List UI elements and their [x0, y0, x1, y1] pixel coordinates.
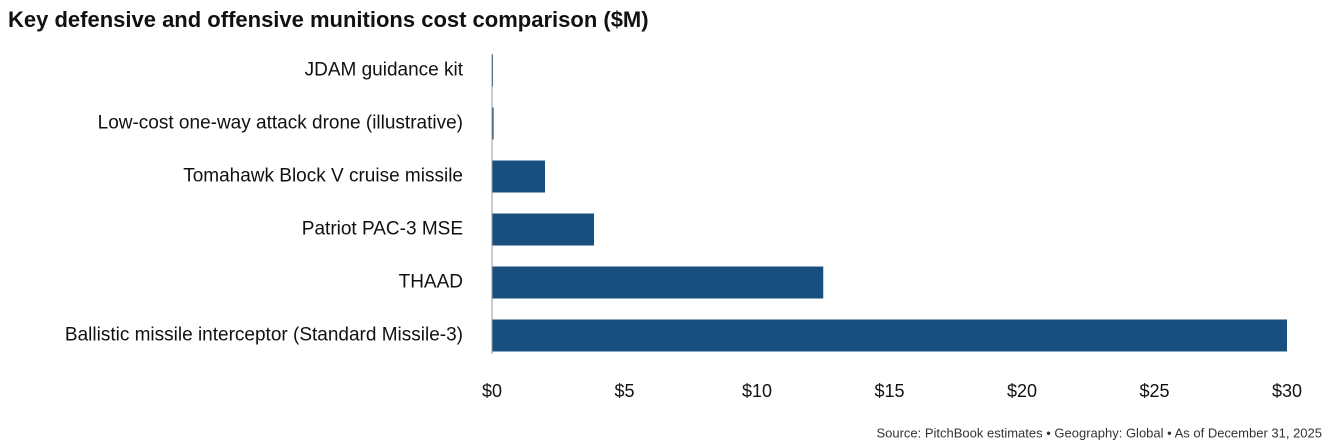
bar — [492, 160, 545, 193]
y-tick-label: Ballistic missile interceptor (Standard … — [65, 325, 463, 346]
x-tick-label: $0 — [482, 381, 502, 401]
y-tick-label: JDAM guidance kit — [305, 60, 464, 81]
x-tick-label: $25 — [1139, 381, 1169, 401]
x-tick-label: $20 — [1007, 381, 1037, 401]
x-tick-label: $5 — [614, 381, 634, 401]
bar — [492, 107, 494, 140]
x-tick-label: $10 — [742, 381, 772, 401]
x-tick-label: $15 — [874, 381, 904, 401]
y-tick-label: Patriot PAC-3 MSE — [302, 219, 463, 240]
y-tick-label: THAAD — [399, 272, 463, 293]
y-tick-label: Tomahawk Block V cruise missile — [183, 166, 463, 187]
bar — [492, 213, 595, 246]
x-tick-label: $30 — [1272, 381, 1302, 401]
chart-title: Key defensive and offensive munitions co… — [8, 7, 649, 32]
bar — [492, 266, 824, 299]
source-note: Source: PitchBook estimates • Geography:… — [876, 425, 1322, 440]
bar — [492, 319, 1287, 352]
y-tick-label: Low-cost one-way attack drone (illustrat… — [98, 113, 463, 134]
